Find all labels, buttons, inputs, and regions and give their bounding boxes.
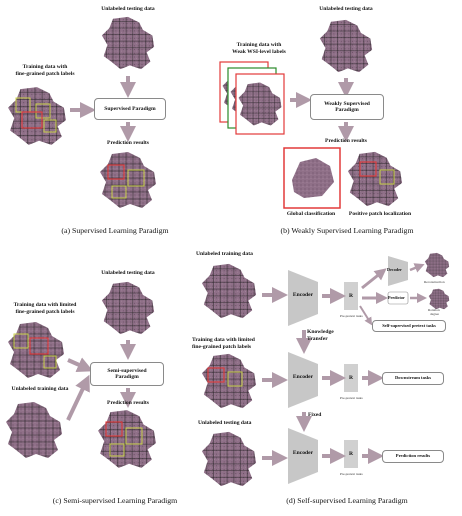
a-prediction-label: Prediction results [107,140,149,146]
b-training-label-1: Training data with [236,42,282,48]
d-rotate-small-2: degree [430,312,440,316]
d-prediction-box: Prediction results [382,450,444,463]
c-unlabeled-training-label: Unlabeled training data [11,386,69,392]
d-unlabeled-training-label: Unlabeled training data [196,251,253,257]
d-downstream-box: Downstream tasks [382,372,444,385]
c-prediction-label: Prediction results [107,400,149,406]
d-predictor-label: Predictor [388,295,405,300]
d-encoder-label-3: Encoder [292,450,314,456]
a-caption: (a) Supervised Learning Paradigm [61,226,169,235]
encoder-3 [288,428,318,484]
encoder-1 [288,270,318,326]
b-training-label-2: Weak WSI-level labels [232,49,286,55]
d-r-label-2: R [348,375,354,381]
a-paradigm-box: Supervised Paradigm [94,98,166,120]
d-self-supervised-box: Self-supervised pretext tasks [372,320,446,332]
b-testing-slide [319,19,373,73]
b-patch-loc-label: Positive patch localization [348,211,412,217]
panel-d-artwork [201,252,450,487]
d-pretext-small-3: Pre-pretext tasks [340,472,363,476]
a-testing-slide [101,16,155,70]
d-knowledge-2: Transfer [307,336,328,342]
a-training-slide [8,87,66,145]
d-recon-small: Reconstruction [424,280,445,284]
d-decoder-label: Decoder [387,267,402,272]
c-paradigm-box: Semi-supervised Paradigm [90,362,164,386]
c-caption: (c) Semi-supervised Learning Paradigm [52,496,178,505]
d-fixed-label: Fixed [308,412,322,418]
c-training-label-2: fine-grained patch labels [15,309,75,315]
d-caption: (d) Self-supervised Learning Paradigm [286,496,408,505]
a-unlabeled-testing-label: Unlabeled testing data [101,6,155,12]
d-knowledge-1: Knowledge [307,329,334,335]
b-global-label: Global classification [286,211,336,217]
a-training-label-2: fine-grained patch labels [15,71,75,77]
d-training-label-2: fine-grained patch labels [192,344,252,350]
b-prediction-label: Prediction results [325,138,367,144]
d-pretext-small-1: Pre-pretext tasks [340,314,363,318]
d-r-label-3: R [348,451,354,457]
b-paradigm-line1: Weakly Supervised [324,100,370,107]
a-training-label-1: Training data with [22,64,68,70]
encoder-2 [288,352,318,408]
d-pretext-small-2: Pre-pretext tasks [340,396,363,400]
d-r-label-1: R [348,293,354,299]
panel-b-artwork [219,19,403,209]
d-rotate-small-1: Rotation [428,308,440,312]
d-training-label-1: Training data with limited [192,337,255,343]
c-unlabeled-testing-label: Unlabeled testing data [101,270,155,276]
b-caption: (b) Weakly Supervised Learning Paradigm [280,226,414,235]
d-unlabeled-testing-label: Unlabeled testing data [198,420,252,426]
c-paradigm-line1: Semi-supervised [107,367,147,374]
b-paradigm-box: Weakly Supervised Paradigm [310,94,384,120]
panel-c-artwork [6,281,156,468]
d-encoder-label-2: Encoder [292,374,314,380]
c-training-label-1: Training data with limited [13,302,77,308]
c-paradigm-line2: Paradigm [115,374,139,380]
d-encoder-label-1: Encoder [292,292,314,298]
b-unlabeled-testing-label: Unlabeled testing data [319,6,373,12]
b-paradigm-line2: Paradigm [335,107,359,113]
panel-a-artwork [8,16,156,208]
